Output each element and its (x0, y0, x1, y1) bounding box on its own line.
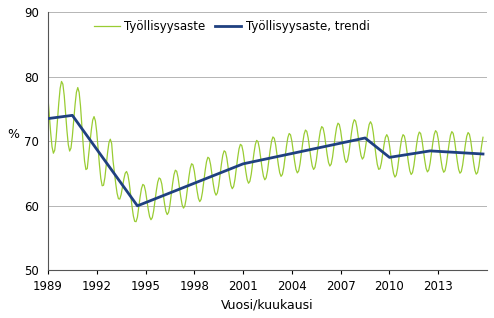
Y-axis label: %: % (7, 128, 19, 141)
Legend: Työllisyysaste, Työllisyysaste, trendi: Työllisyysaste, Työllisyysaste, trendi (89, 15, 374, 38)
X-axis label: Vuosi/kuukausi: Vuosi/kuukausi (221, 298, 314, 311)
